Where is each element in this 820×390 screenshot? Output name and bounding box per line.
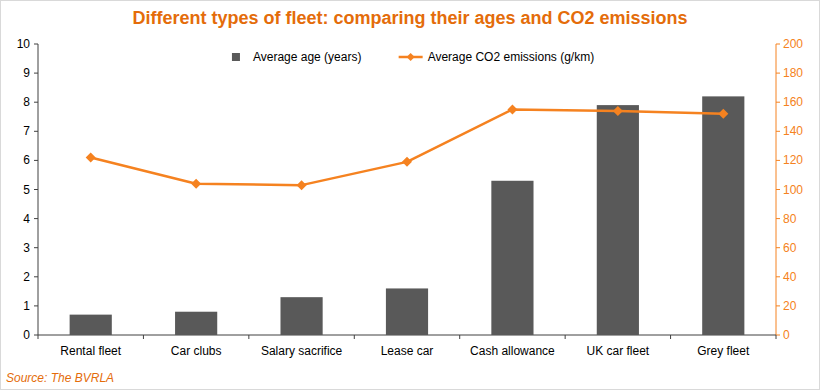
marker — [297, 180, 307, 190]
bar — [175, 312, 217, 335]
y-tick — [34, 44, 38, 45]
x-tick — [565, 335, 566, 339]
bar — [702, 96, 744, 335]
y-tick — [34, 160, 38, 161]
y-tick-label: 0 — [23, 328, 30, 342]
x-tick — [38, 335, 39, 339]
y-tick — [34, 73, 38, 74]
y-tick — [34, 131, 38, 132]
x-tick-label: Grey fleet — [697, 344, 750, 358]
marker — [402, 157, 412, 167]
marker — [191, 179, 201, 189]
y2-tick — [776, 305, 780, 306]
y-tick — [34, 218, 38, 219]
y-tick-label: 2 — [23, 270, 30, 284]
x-tick-label: Salary sacrifice — [261, 344, 343, 358]
legend: Average age (years) Average CO2 emissions… — [232, 50, 594, 64]
y2-tick-label: 100 — [783, 183, 803, 197]
marker — [718, 109, 728, 119]
legend-label: Average age (years) — [253, 50, 362, 64]
legend-label: Average CO2 emissions (g/km) — [428, 50, 595, 64]
y-tick-label: 7 — [23, 124, 30, 138]
y-tick — [34, 247, 38, 248]
chart: Different types of fleet: comparing thei… — [0, 0, 820, 390]
y2-tick-label: 140 — [783, 124, 803, 138]
y-tick — [34, 305, 38, 306]
marker — [86, 152, 96, 162]
y2-tick — [776, 102, 780, 103]
y-tick-label: 1 — [23, 299, 30, 313]
y-tick-label: 5 — [23, 183, 30, 197]
frame — [1, 1, 820, 390]
bar — [280, 297, 322, 335]
x-tick-label: Lease car — [381, 344, 434, 358]
marker — [613, 106, 623, 116]
y2-tick-label: 20 — [783, 299, 797, 313]
y2-tick-label: 120 — [783, 153, 803, 167]
bar — [70, 315, 112, 335]
x-tick — [248, 335, 249, 339]
x-tick — [670, 335, 671, 339]
y-tick-label: 3 — [23, 241, 30, 255]
y2-tick — [776, 189, 780, 190]
x-tick-label: UK car fleet — [587, 344, 650, 358]
y2-tick-label: 60 — [783, 241, 797, 255]
legend-marker — [407, 53, 415, 61]
y-tick-label: 10 — [17, 37, 31, 51]
bar — [597, 105, 639, 335]
y2-tick — [776, 160, 780, 161]
y-tick — [34, 335, 38, 336]
y-tick-label: 4 — [23, 212, 30, 226]
x-tick — [354, 335, 355, 339]
y2-tick — [776, 335, 780, 336]
y2-tick-label: 180 — [783, 66, 803, 80]
y2-tick — [776, 247, 780, 248]
y-tick-label: 9 — [23, 66, 30, 80]
y-tick — [34, 276, 38, 277]
bar — [386, 288, 428, 335]
y2-tick — [776, 73, 780, 74]
title: Different types of fleet: comparing thei… — [132, 8, 687, 28]
y2-tick-label: 40 — [783, 270, 797, 284]
y-tick-label: 8 — [23, 95, 30, 109]
x-tick — [459, 335, 460, 339]
plot-area — [70, 96, 745, 335]
y-tick-label: 6 — [23, 153, 30, 167]
y2-tick-label: 160 — [783, 95, 803, 109]
y2-tick-label: 80 — [783, 212, 797, 226]
y2-tick — [776, 44, 780, 45]
x-tick — [776, 335, 777, 339]
y2-tick-label: 0 — [783, 328, 790, 342]
line — [91, 109, 724, 185]
legend-swatch — [232, 53, 240, 61]
x-tick-label: Cash allowance — [470, 344, 555, 358]
y-tick — [34, 189, 38, 190]
y-tick — [34, 102, 38, 103]
y2-tick — [776, 131, 780, 132]
x-tick-label: Rental fleet — [60, 344, 121, 358]
source: Source: The BVRLA — [6, 371, 114, 385]
y2-tick-label: 200 — [783, 37, 803, 51]
y2-tick — [776, 276, 780, 277]
bar — [491, 181, 533, 335]
marker — [507, 104, 517, 114]
y2-tick — [776, 218, 780, 219]
x-tick-label: Car clubs — [171, 344, 222, 358]
x-tick — [143, 335, 144, 339]
